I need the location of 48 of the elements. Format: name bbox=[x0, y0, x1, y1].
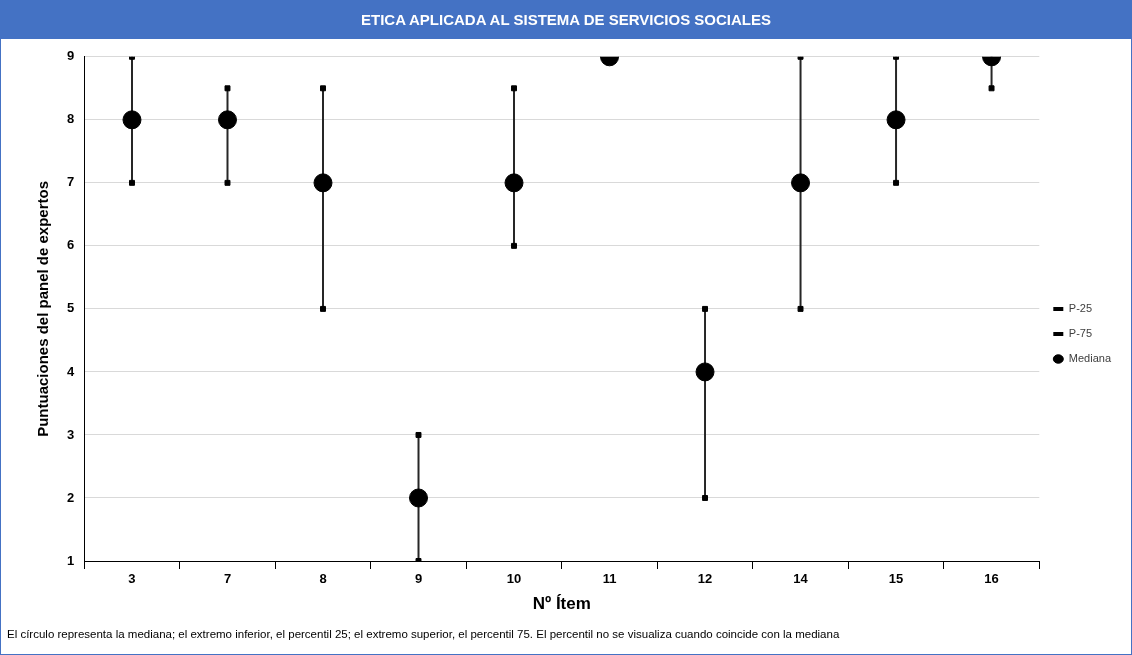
point bbox=[695, 362, 715, 382]
point bbox=[129, 56, 135, 60]
point bbox=[702, 495, 708, 501]
point bbox=[129, 179, 135, 186]
y-tick-label: 4 bbox=[67, 363, 75, 379]
point bbox=[313, 173, 333, 193]
point bbox=[320, 305, 326, 312]
x-tick-label: 12 bbox=[697, 571, 713, 587]
y-tick-label: 6 bbox=[67, 237, 75, 253]
x-tick-label: 7 bbox=[223, 571, 232, 587]
x-tick-label: 3 bbox=[128, 571, 136, 587]
x-tick-label: 10 bbox=[506, 571, 522, 587]
point bbox=[320, 85, 326, 92]
y-tick-label: 8 bbox=[67, 111, 75, 127]
legend-label: Mediana bbox=[1068, 352, 1112, 365]
text: El círculo representa la mediana; el extremo inferior, el percentil 25; el extremo superior, el percentil 75. El percentil no se visualiza cuando coincide con la mediana bbox=[6, 627, 841, 642]
point bbox=[702, 305, 708, 312]
point bbox=[511, 242, 517, 249]
chart-title: ETICA APLICADA AL SISTEMA DE SERVICIOS SOCIALES bbox=[1, 1, 1131, 39]
y-tick-label: 3 bbox=[67, 426, 75, 442]
point bbox=[797, 305, 804, 312]
point bbox=[504, 173, 524, 193]
y-tick-label: 7 bbox=[67, 174, 75, 190]
point bbox=[791, 173, 811, 193]
x-tick-label: 9 bbox=[414, 571, 423, 587]
x-tick-label: 16 bbox=[984, 571, 999, 587]
point bbox=[886, 110, 906, 130]
point bbox=[409, 488, 429, 508]
y-tick-label: 2 bbox=[67, 489, 75, 505]
x-tick-label: 14 bbox=[793, 571, 809, 587]
y-tick-label: 1 bbox=[67, 552, 75, 568]
y-axis-title: Puntuaciones del panel de expertos bbox=[34, 180, 52, 437]
x-axis-title: Nº Ítem bbox=[532, 594, 591, 614]
point bbox=[122, 110, 142, 130]
point bbox=[893, 179, 900, 186]
x-tick-label: 15 bbox=[888, 571, 904, 587]
legend-label: P-75 bbox=[1068, 327, 1093, 340]
point bbox=[224, 179, 231, 186]
y-tick-label: 5 bbox=[67, 300, 75, 316]
point bbox=[511, 85, 517, 92]
point bbox=[415, 431, 422, 438]
point bbox=[988, 85, 995, 92]
x-tick-label: 8 bbox=[319, 571, 327, 587]
point bbox=[217, 110, 237, 130]
point bbox=[224, 85, 231, 92]
x-tick-label: 11 bbox=[602, 571, 617, 587]
y-tick-label: 9 bbox=[67, 48, 75, 64]
legend-label: P-25 bbox=[1068, 302, 1093, 315]
